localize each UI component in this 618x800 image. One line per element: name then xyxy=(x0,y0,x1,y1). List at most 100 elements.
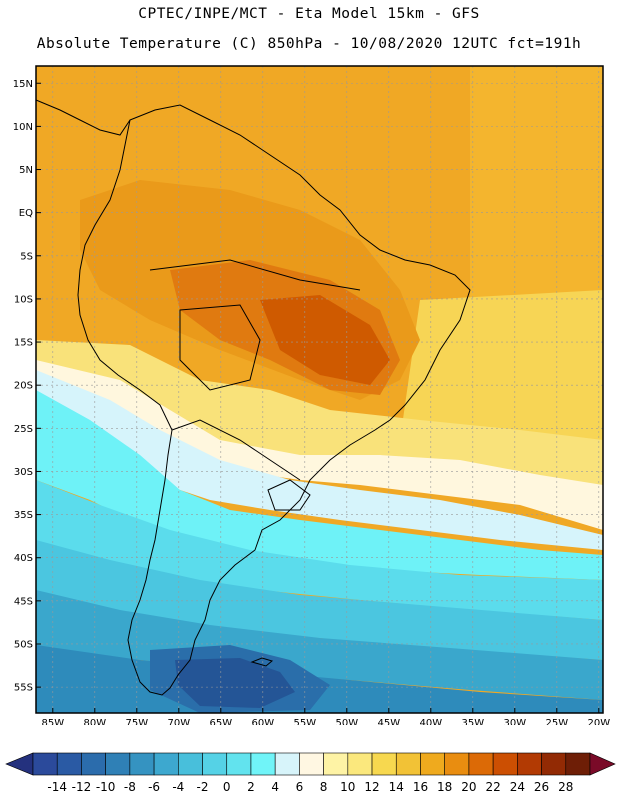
temperature-map: 15N 10N 5N EQ 5S 10S 15S 20S 25S 30S 35S 40S 45S 50S 5… xyxy=(13,65,610,725)
lon-label: 25W xyxy=(545,718,568,725)
colorbar-label: 26 xyxy=(534,780,549,794)
colorbar-label: 8 xyxy=(320,780,328,794)
colorbar-label: 0 xyxy=(223,780,231,794)
colorbar-box xyxy=(178,752,203,776)
longitude-labels: 85W 80W 75W 70W 65W 60W 55W 50W 45W 40W 35W 30W 25W 2… xyxy=(41,708,610,725)
colorbar-box xyxy=(299,752,324,776)
lon-label: 40W xyxy=(419,718,442,725)
lon-label: 50W xyxy=(335,718,358,725)
field-band-0 xyxy=(36,540,603,660)
colorbar-box xyxy=(250,752,276,776)
lat-label: 10S xyxy=(14,294,33,305)
colorbar-label: 24 xyxy=(510,780,525,794)
colorbar-box xyxy=(202,752,228,776)
colorbar-boxes xyxy=(5,752,616,776)
colorbar-label: -12 xyxy=(72,780,92,794)
colorbar-label: 6 xyxy=(296,780,304,794)
colorbar-label: 20 xyxy=(461,780,476,794)
lat-label: 10N xyxy=(13,122,33,133)
border-uruguay xyxy=(267,479,311,511)
coastline-falklands xyxy=(250,657,274,667)
lat-label: 15S xyxy=(14,338,33,349)
lon-label: 70W xyxy=(167,718,190,725)
colorbar-label: -14 xyxy=(47,780,67,794)
field-band-24 xyxy=(260,295,390,385)
colorbar-box xyxy=(274,752,300,776)
colorbar-box xyxy=(517,752,542,776)
colorbar-label: 22 xyxy=(485,780,500,794)
field-band-12 xyxy=(36,340,603,490)
colorbar-box xyxy=(371,752,397,776)
colorbar-box xyxy=(565,752,591,776)
lat-label: 30S xyxy=(14,467,33,478)
colorbar-box xyxy=(347,752,373,776)
lat-label: 5N xyxy=(19,165,33,176)
colorbar-box xyxy=(420,752,445,776)
lat-label: 25S xyxy=(14,424,33,435)
field-band-m2 xyxy=(36,590,603,700)
colorbar-box xyxy=(541,752,567,776)
colorbar-under-arrow xyxy=(5,752,34,776)
border-argentina xyxy=(171,419,301,481)
field-band-m8 xyxy=(175,658,295,708)
colorbar: -14 -12 -10 -8 -6 -4 -2 0 2 4 6 8 10 12 14 16 18 20 22 24 26… xyxy=(5,752,616,794)
lon-label: 35W xyxy=(461,718,484,725)
field-band-2 xyxy=(36,480,603,620)
lon-label: 45W xyxy=(377,718,400,725)
lat-label: 50S xyxy=(14,639,33,650)
title-line-2: Absolute Temperature (C) 850hPa - 10/08/… xyxy=(36,36,582,52)
colorbar-label: 2 xyxy=(247,780,255,794)
lat-label: 15N xyxy=(13,79,33,90)
colorbar-label: 14 xyxy=(389,780,404,794)
lat-label: EQ xyxy=(19,208,33,219)
lon-label: 20W xyxy=(587,718,610,725)
colorbar-label: 18 xyxy=(437,780,452,794)
colorbar-label: 4 xyxy=(271,780,279,794)
lat-label: 55S xyxy=(14,683,33,694)
colorbar-label: -6 xyxy=(148,780,160,794)
title-line-1: CPTEC/INPE/MCT - Eta Model 15km - GFS xyxy=(138,6,480,22)
lat-label: 40S xyxy=(14,553,33,564)
colorbar-box xyxy=(226,752,252,776)
lon-label: 80W xyxy=(83,718,106,725)
colorbar-box xyxy=(105,752,131,776)
lat-label: 20S xyxy=(14,381,33,392)
lat-label: 5S xyxy=(20,251,33,262)
colorbar-box xyxy=(323,752,349,776)
colorbar-label: -4 xyxy=(172,780,184,794)
colorbar-box xyxy=(32,752,58,776)
field-band-8 xyxy=(36,360,603,530)
colorbar-label: -2 xyxy=(197,780,209,794)
colorbar-over-arrow xyxy=(589,752,616,776)
colorbar-label: -10 xyxy=(96,780,116,794)
coastline-south-america xyxy=(77,104,471,696)
colorbar-label: 28 xyxy=(558,780,573,794)
border-bolivia xyxy=(179,304,261,391)
map-frame xyxy=(35,65,604,714)
colorbar-box xyxy=(81,752,106,776)
colorbar-labels: -14 -12 -10 -8 -6 -4 -2 0 2 4 6 8 10 12 14 16 18 20 22 24 26… xyxy=(47,780,573,794)
colorbar-box xyxy=(153,752,179,776)
lon-label: 60W xyxy=(251,718,274,725)
colorbar-box xyxy=(468,752,494,776)
colorbar-label: 16 xyxy=(413,780,428,794)
colorbar-label: 12 xyxy=(364,780,379,794)
lat-label: 35S xyxy=(14,510,33,521)
lon-label: 85W xyxy=(41,718,64,725)
colorbar-box xyxy=(56,752,82,776)
border-brazil-west xyxy=(149,259,361,291)
colorbar-label: 10 xyxy=(340,780,355,794)
colorbar-box xyxy=(395,752,421,776)
colorbar-box xyxy=(492,752,518,776)
temperature-field xyxy=(36,66,603,713)
lat-label: 45S xyxy=(14,596,33,607)
colorbar-box xyxy=(444,752,470,776)
lon-label: 55W xyxy=(293,718,316,725)
colorbar-box xyxy=(129,752,155,776)
lon-label: 75W xyxy=(125,718,148,725)
latitude-labels: 15N 10N 5N EQ 5S 10S 15S 20S 25S 30S 35S 40S 45S 50S 5… xyxy=(13,79,41,694)
colorbar-label: -8 xyxy=(124,780,136,794)
lon-label: 65W xyxy=(209,718,232,725)
coastlines xyxy=(35,99,471,696)
field-band-6 xyxy=(36,370,603,550)
